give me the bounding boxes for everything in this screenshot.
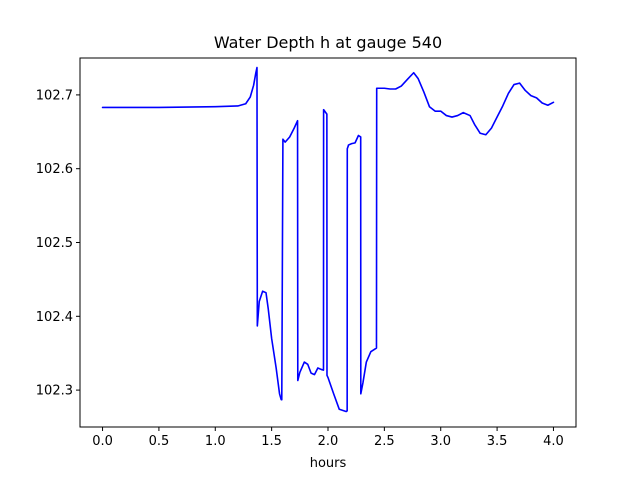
x-axis-ticks: 0.0 0.5 1.0 1.5 2.0 2.5 3.0 3.5 4.0: [92, 427, 564, 449]
y-tick-label: 102.6: [36, 162, 73, 177]
series-line-0: [101, 66, 555, 413]
plot-area: [101, 66, 555, 413]
x-tick-label: 3.0: [430, 434, 451, 449]
y-tick-label: 102.4: [36, 310, 73, 325]
y-tick-label: 102.7: [36, 88, 73, 103]
x-tick-label: 1.0: [205, 434, 226, 449]
x-tick-label: 3.5: [487, 434, 508, 449]
x-tick-label: 2.5: [374, 434, 395, 449]
x-tick-label: 4.0: [543, 434, 564, 449]
y-axis-ticks: 102.3 102.4 102.5 102.6 102.7: [36, 88, 80, 399]
x-tick-label: 1.5: [261, 434, 282, 449]
axes-frame: [79, 57, 577, 428]
x-tick-label: 0.5: [149, 434, 170, 449]
chart-title: Water Depth h at gauge 540: [214, 33, 442, 52]
y-tick-label: 102.3: [36, 384, 73, 399]
x-axis-label: hours: [310, 456, 347, 471]
x-tick-label: 0.0: [92, 434, 113, 449]
y-tick-label: 102.5: [36, 236, 73, 251]
x-tick-label: 2.0: [318, 434, 339, 449]
